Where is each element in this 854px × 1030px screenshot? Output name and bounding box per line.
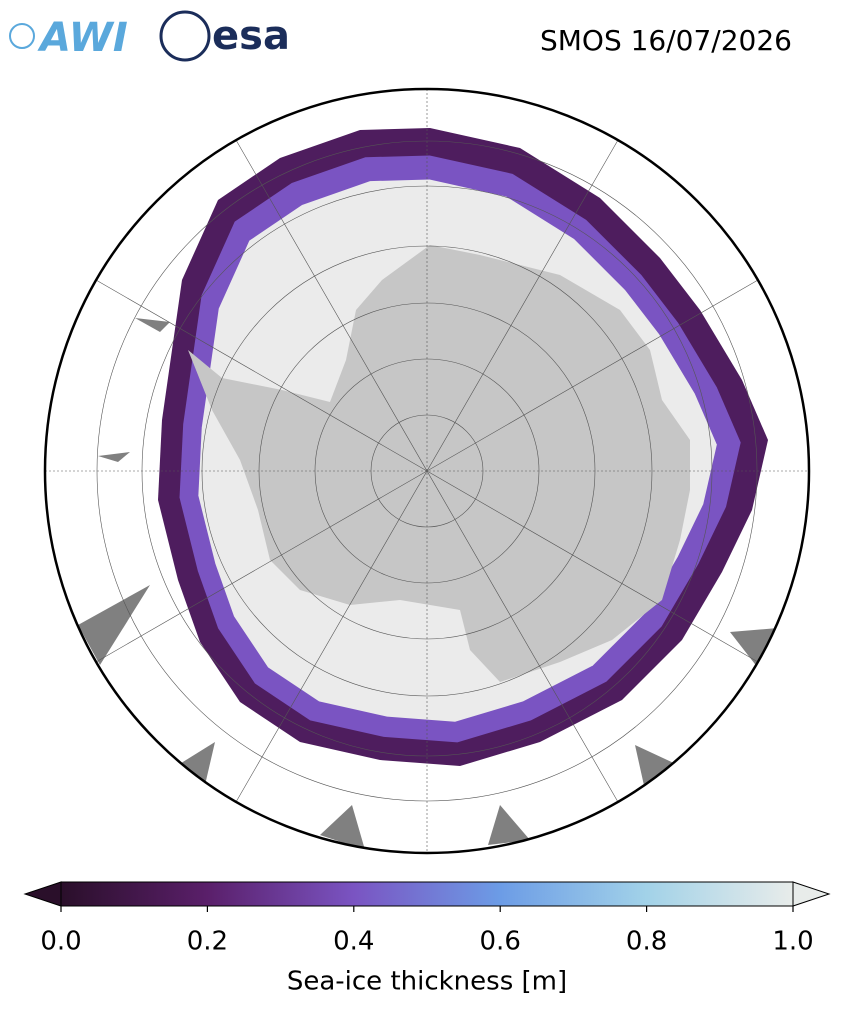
- colorbar-tick-label: 0.2: [187, 927, 228, 957]
- awi-logo-mark: [9, 23, 35, 49]
- logos: AWI esa: [9, 10, 290, 62]
- colorbar-extend-low: [23, 881, 62, 907]
- colorbar-extend-high: [792, 881, 831, 907]
- colorbar-tick-label: 1.0: [772, 927, 813, 957]
- colorbar-label: Sea-ice thickness [m]: [287, 967, 567, 997]
- colorbar-tick-label: 0.8: [626, 927, 667, 957]
- map: [45, 89, 809, 853]
- land-other: [78, 318, 778, 850]
- colorbar-gradient: [60, 881, 794, 907]
- colorbar-tick-label: 0.4: [333, 927, 374, 957]
- antarctica: [188, 245, 690, 682]
- awi-logo: AWI: [37, 15, 128, 61]
- esa-logo-mark: [159, 10, 211, 62]
- title: SMOS 16/07/2026: [540, 24, 792, 57]
- colorbar-tick-label: 0.6: [480, 927, 521, 957]
- esa-logo: esa: [212, 13, 290, 59]
- graticule: [45, 89, 809, 853]
- map-frame: [43, 87, 811, 855]
- colorbar-tick-label: 0.0: [40, 927, 81, 957]
- colorbar: 0.0 0.2 0.4 0.6 0.8 1.0: [23, 881, 831, 957]
